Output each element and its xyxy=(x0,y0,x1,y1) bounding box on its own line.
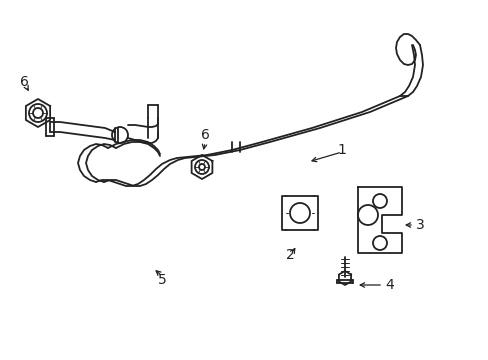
Text: 5: 5 xyxy=(157,273,166,287)
Text: 1: 1 xyxy=(337,143,346,157)
Text: 4: 4 xyxy=(385,278,393,292)
Text: 2: 2 xyxy=(285,248,294,262)
Text: 6: 6 xyxy=(200,128,209,142)
Text: 6: 6 xyxy=(20,75,28,89)
Text: 3: 3 xyxy=(415,218,424,232)
